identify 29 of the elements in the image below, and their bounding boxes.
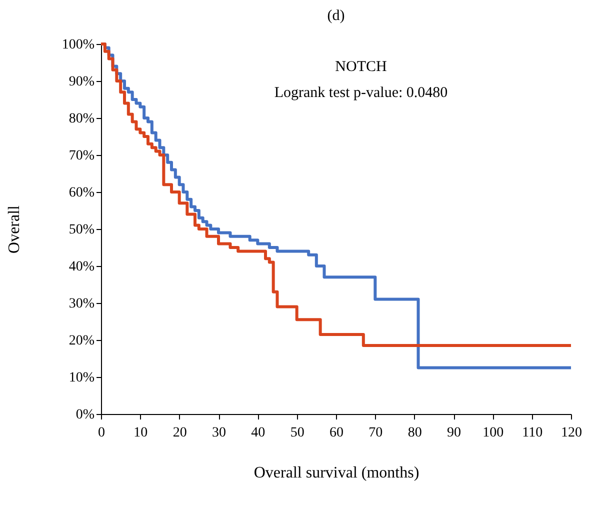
x-tick-label: 0	[98, 426, 105, 440]
annotation: Logrank test p-value: 0.0480	[274, 85, 448, 101]
y-tick-label: 50%	[68, 222, 95, 238]
y-tick-label: 0%	[76, 408, 95, 422]
y-tick-label: 40%	[68, 260, 95, 274]
y-tick-label: 60%	[68, 186, 95, 200]
y-tick-label: 20%	[68, 334, 95, 348]
y-tick-label: 30%	[68, 296, 95, 312]
x-axis-title: Overall survival (months)	[254, 464, 420, 482]
x-tick-label: 20	[172, 426, 187, 440]
y-tick-label: 70%	[68, 148, 95, 164]
x-tick-label: 110	[522, 426, 543, 440]
y-tick-label: 80%	[68, 112, 95, 126]
y-tick-label: 10%	[68, 370, 95, 386]
x-tick-label: 30	[212, 426, 226, 440]
x-tick-label: 40	[251, 426, 266, 440]
annotation: NOTCH	[335, 59, 387, 75]
x-tick-label: 60	[330, 426, 344, 440]
x-tick-label: 90	[447, 426, 461, 440]
x-tick-label: 80	[408, 426, 422, 440]
x-tick-label: 70	[368, 426, 383, 440]
x-tick-label: 50	[290, 426, 304, 440]
y-tick-label: 100%	[62, 38, 95, 52]
y-tick-label: 90%	[68, 74, 95, 90]
x-tick-label: 10	[134, 426, 148, 440]
y-axis-title: Overall	[6, 204, 23, 254]
x-tick-label: 100	[482, 426, 504, 440]
chart-title: (d)	[327, 8, 345, 24]
x-tick-label: 120	[561, 426, 582, 440]
